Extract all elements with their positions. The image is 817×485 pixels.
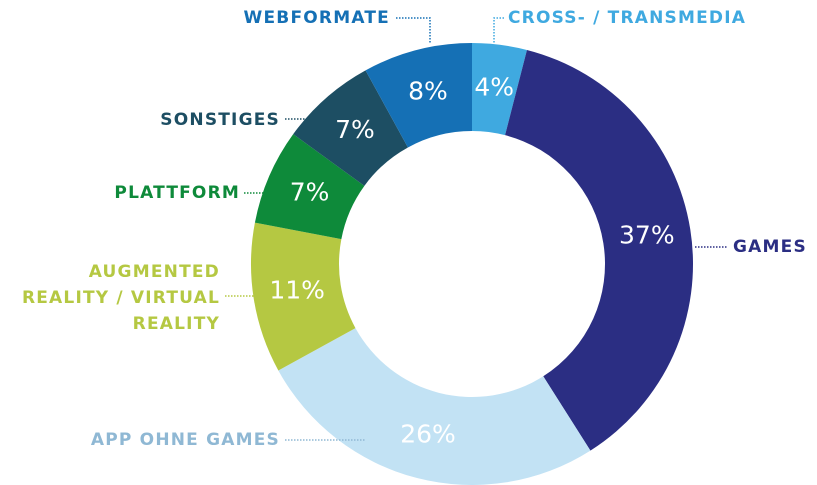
donut-slice xyxy=(472,43,527,136)
value-label: 26% xyxy=(400,419,456,448)
category-label: SONSTIGES xyxy=(160,110,280,130)
category-label: PLATTFORM xyxy=(114,183,240,203)
value-label: 7% xyxy=(335,115,375,144)
category-label: APP OHNE GAMES xyxy=(90,430,280,450)
category-label: CROSS- / TRANSMEDIA xyxy=(508,8,747,28)
category-label: GAMES xyxy=(733,237,807,257)
category-label: WEBFORMATE xyxy=(243,8,390,28)
donut-slice xyxy=(293,70,408,186)
donut-slice xyxy=(505,49,694,451)
value-label: 8% xyxy=(408,77,448,106)
donut-slice xyxy=(365,43,472,148)
donut-slice xyxy=(254,134,365,240)
leader-line xyxy=(396,17,431,44)
value-label: 4% xyxy=(474,72,514,101)
value-label: 7% xyxy=(290,178,330,207)
category-label: AUGMENTED REALITY / VIRTUAL REALITY xyxy=(21,262,220,334)
value-label: 37% xyxy=(619,220,675,249)
leader-line xyxy=(493,17,504,44)
donut-slice xyxy=(278,328,591,485)
value-label: 11% xyxy=(269,276,325,305)
donut-slice xyxy=(251,222,356,371)
